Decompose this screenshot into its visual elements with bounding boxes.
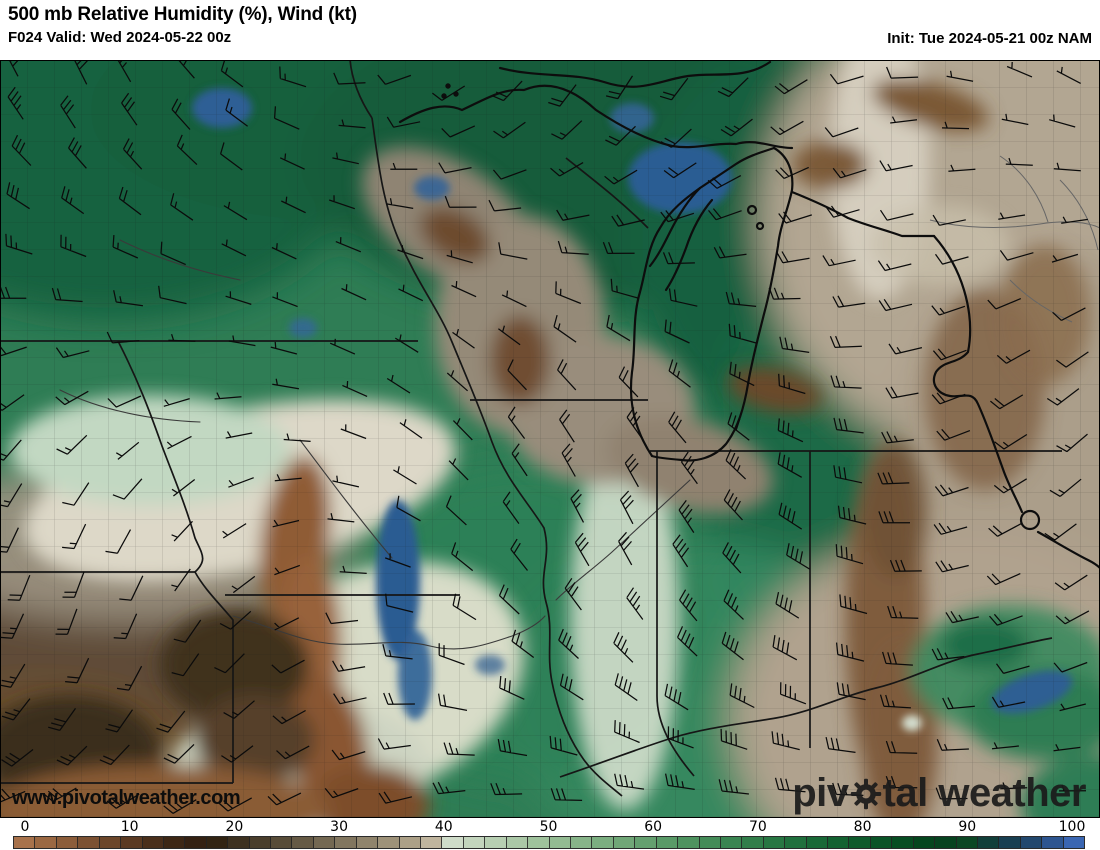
colorbar-tick-label: 40 [434, 819, 453, 835]
colorbar-segment [356, 837, 379, 848]
colorbar-segment [849, 837, 871, 848]
colorbar-tick-label: 70 [748, 819, 767, 835]
colorbar-segment [378, 837, 400, 848]
header: 500 mb Relative Humidity (%), Wind (kt) … [0, 0, 1100, 60]
colorbar-segment [506, 837, 529, 848]
map-area: www.pivotalweather.com piv tal weather [0, 60, 1100, 818]
colorbar-segment [142, 837, 164, 848]
colorbar-segment [463, 837, 486, 848]
colorbar-segment [999, 837, 1021, 848]
colorbar-segment [613, 837, 636, 848]
colorbar-tick-label: 100 [1058, 819, 1086, 835]
colorbar-segment [163, 837, 186, 848]
pivotal-weather-logo: piv tal weather [792, 770, 1086, 816]
watermark-url: www.pivotalweather.com [12, 787, 241, 809]
colorbar-tick-label: 60 [644, 819, 663, 835]
colorbar [13, 836, 1085, 849]
colorbar-segment [742, 837, 764, 848]
forecast-valid-label: F024 Valid: Wed 2024-05-22 00z [8, 29, 232, 46]
colorbar-segment [570, 837, 593, 848]
colorbar-segment [1063, 837, 1085, 848]
colorbar-segment [956, 837, 978, 848]
colorbar-segment [1042, 837, 1064, 848]
colorbar-tick-label: 20 [225, 819, 244, 835]
rivers [59, 239, 691, 650]
colorbar-segment [249, 837, 272, 848]
logo-text-post: tal weather [882, 771, 1087, 815]
colorbar-segment [335, 837, 357, 848]
colorbar-segment [892, 837, 914, 848]
colorbar-segment [78, 837, 100, 848]
colorbar-segment [935, 837, 957, 848]
colorbar-segment [549, 837, 571, 848]
logo-text-pre: piv [792, 771, 849, 815]
colorbar-segment [678, 837, 700, 848]
lake-shorelines [398, 60, 1100, 570]
colorbar-segment [763, 837, 786, 848]
colorbar-segment [528, 837, 550, 848]
colorbar-segment [720, 837, 743, 848]
colorbar-segment [806, 837, 829, 848]
colorbar-segment [870, 837, 893, 848]
rh-wind-field-map [0, 60, 1100, 818]
colorbar-segment [785, 837, 807, 848]
colorbar-segment [442, 837, 464, 848]
colorbar-segment [35, 837, 57, 848]
colorbar-tick-label: 90 [958, 819, 977, 835]
colorbar-scale: 0 10 20 30 40 50 60 70 80 90 100 [0, 818, 1100, 850]
colorbar-tick-label: 80 [853, 819, 872, 835]
colorbar-segment [828, 837, 850, 848]
colorbar-tick-label: 30 [330, 819, 349, 835]
colorbar-tick-row: 0 10 20 30 40 50 60 70 80 90 100 [0, 818, 1100, 835]
model-init-label: Init: Tue 2024-05-21 00z NAM [887, 30, 1092, 47]
colorbar-segment [592, 837, 614, 848]
colorbar-segment [913, 837, 936, 848]
wind-barbs [0, 60, 1090, 814]
colorbar-segment [977, 837, 1000, 848]
county-grid [0, 60, 1100, 818]
colorbar-segment [699, 837, 721, 848]
page-title: 500 mb Relative Humidity (%), Wind (kt) [8, 4, 357, 25]
colorbar-tick-label: 0 [20, 819, 30, 835]
colorbar-segment [99, 837, 122, 848]
canada-shorelines [929, 155, 1100, 323]
colorbar-segment [56, 837, 79, 848]
colorbar-segment [313, 837, 336, 848]
colorbar-segment [121, 837, 143, 848]
colorbar-segment [228, 837, 250, 848]
colorbar-segment [399, 837, 422, 848]
colorbar-segment [421, 837, 443, 848]
colorbar-segment [635, 837, 657, 848]
colorbar-tick-label: 10 [120, 819, 139, 835]
colorbar-segment [206, 837, 229, 848]
gear-icon [850, 778, 881, 810]
colorbar-segment [292, 837, 314, 848]
colorbar-segment [1020, 837, 1043, 848]
colorbar-segment [14, 837, 36, 848]
colorbar-segment [485, 837, 507, 848]
state-borders [0, 60, 1062, 797]
colorbar-tick-label: 50 [539, 819, 558, 835]
colorbar-segment [185, 837, 207, 848]
colorbar-segment [656, 837, 679, 848]
colorbar-segment [271, 837, 293, 848]
